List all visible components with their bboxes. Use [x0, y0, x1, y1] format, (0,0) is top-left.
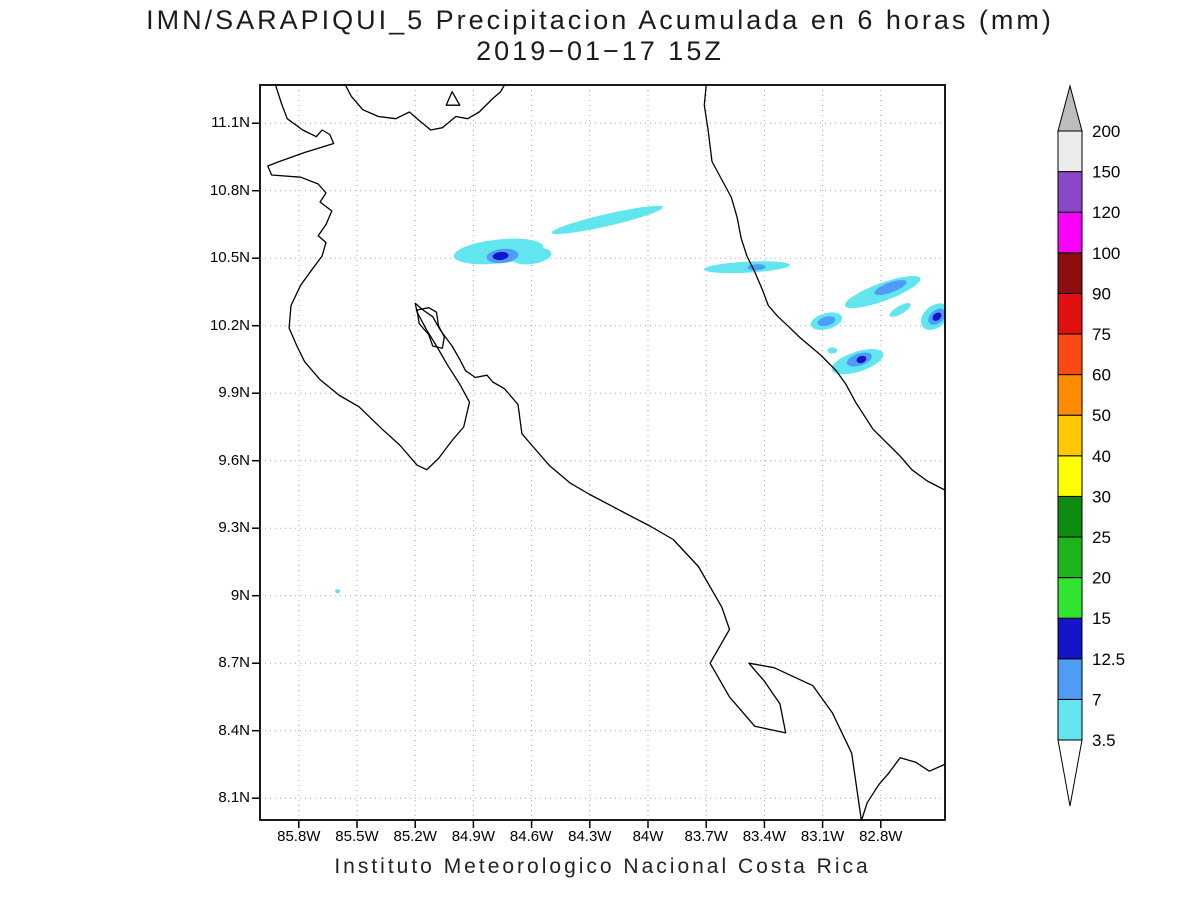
precip-cell	[874, 280, 907, 295]
x-tick-label: 83.1W	[800, 828, 845, 845]
x-tick-label: 84.9W	[451, 828, 496, 845]
colorbar: 3.5 7 12.5 15 20 25 30 40 50 60 75 90 100 120 150 200	[1057, 84, 1125, 807]
y-tick-label: 10.5N	[209, 249, 250, 267]
map-plot	[252, 84, 946, 828]
map-frame	[259, 84, 946, 821]
precip-cell	[511, 247, 552, 265]
x-tick-label: 85.8W	[277, 828, 321, 845]
colorbar-label: 90	[1092, 284, 1111, 303]
x-tick-label: 85.2W	[393, 828, 437, 845]
x-tick-label: 85.5W	[335, 828, 379, 845]
colorbar-label: 50	[1092, 406, 1111, 425]
colorbar-label: 120	[1092, 203, 1120, 222]
coastline-path	[703, 85, 945, 491]
colorbar-band	[1057, 658, 1083, 700]
x-tick-label: 84W	[632, 828, 664, 845]
y-tick-label: 10.2N	[209, 316, 250, 334]
y-tick-label: 9.3N	[218, 519, 250, 537]
precip-cell	[551, 205, 663, 235]
precip-cell	[932, 312, 942, 321]
y-tick-label: 9N	[230, 586, 250, 604]
precip-cell	[335, 589, 341, 594]
colorbar-band	[1057, 171, 1083, 213]
precip-cell	[856, 355, 867, 364]
y-tick-label: 8.1N	[218, 789, 250, 807]
colorbar-band	[1057, 414, 1083, 457]
colorbar-label: 150	[1092, 163, 1120, 182]
x-tick-label: 83.7W	[684, 828, 728, 845]
colorbar-band	[1057, 292, 1083, 335]
colorbar-band	[1057, 698, 1083, 741]
colorbar-label: 75	[1092, 325, 1111, 344]
colorbar-label: 12.5	[1092, 650, 1125, 669]
caption: Instituto Meteorologico Nacional Costa R…	[334, 855, 871, 878]
chart-title: IMN/SARAPIQUI_5 Precipitacion Acumulada …	[146, 5, 1054, 35]
colorbar-label: 30	[1092, 487, 1111, 506]
x-tick-label: 84.6W	[509, 828, 554, 845]
coastline-path	[445, 91, 461, 106]
x-tick-label: 84.3W	[568, 828, 612, 845]
coastline-path	[344, 85, 505, 131]
colorbar-label: 3.5	[1092, 731, 1116, 750]
y-tick-label: 9.6N	[218, 451, 250, 469]
x-tick-label: 83.4W	[742, 828, 787, 845]
colorbar-band	[1057, 495, 1083, 538]
colorbar-label: 40	[1092, 447, 1111, 466]
colorbar-label: 15	[1092, 609, 1111, 628]
colorbar-label: 20	[1092, 569, 1111, 588]
precip-cell	[889, 303, 911, 317]
colorbar-band	[1057, 536, 1083, 579]
y-tick-label: 9.9N	[218, 384, 250, 402]
colorbar-band	[1057, 252, 1083, 294]
colorbar-arrow-top	[1057, 84, 1083, 132]
y-tick-label: 8.4N	[218, 721, 250, 739]
colorbar-band	[1057, 211, 1083, 254]
colorbar-label: 100	[1092, 244, 1120, 263]
colorbar-band	[1057, 374, 1083, 416]
chart-subtitle-date: 2019−01−17 15Z	[476, 36, 724, 66]
colorbar-arrow-bottom	[1057, 739, 1083, 807]
precip-cell	[492, 251, 509, 261]
colorbar-band	[1057, 455, 1083, 497]
colorbar-band	[1057, 130, 1083, 173]
colorbar-band	[1057, 617, 1083, 660]
y-tick-label: 11.1N	[211, 114, 250, 132]
precip-cell	[827, 347, 838, 354]
precip-cell	[817, 316, 836, 327]
precip-cell	[703, 261, 790, 274]
colorbar-label: 7	[1092, 690, 1101, 709]
x-tick-label: 82.8W	[859, 828, 903, 845]
coastline-path	[267, 85, 945, 820]
colorbar-label: 25	[1092, 528, 1111, 547]
y-tick-label: 8.7N	[218, 654, 250, 672]
colorbar-band	[1057, 333, 1083, 376]
coastline-path	[416, 307, 445, 349]
y-tick-label: 10.8N	[209, 181, 250, 199]
colorbar-label: 200	[1092, 122, 1120, 141]
colorbar-label: 60	[1092, 366, 1111, 385]
colorbar-band	[1057, 577, 1083, 619]
